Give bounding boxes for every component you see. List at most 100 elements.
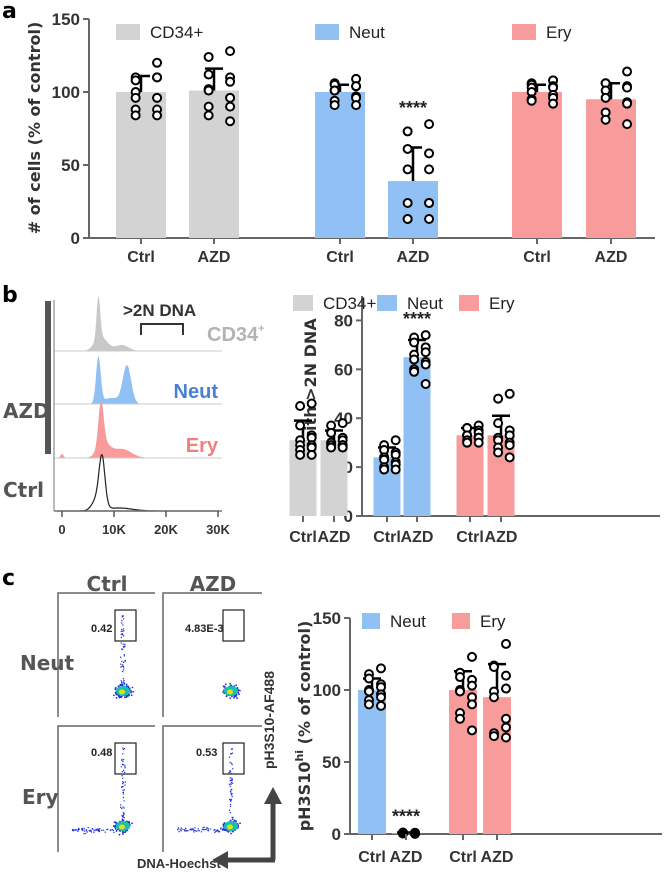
event-dot <box>101 829 103 831</box>
event-dot <box>197 828 199 830</box>
data-point <box>420 359 431 370</box>
event-dot <box>214 831 216 834</box>
bar-ery-ctrl <box>512 92 562 238</box>
data-point <box>337 442 348 453</box>
histogram-x-tick-label: 20K <box>154 522 178 537</box>
data-point <box>410 827 420 838</box>
flow-cytometry-panel: Ctrl AZD Neut Ery pH3S10-AF488 DNA-Hoech… <box>20 572 282 871</box>
y-axis-label-pH3S10: pH3S10-AF488 <box>261 671 277 769</box>
event-dot <box>235 820 238 823</box>
arrow-left-head-icon <box>212 851 228 869</box>
event-dot <box>238 693 240 696</box>
gate-bracket <box>140 323 184 335</box>
event-dot <box>120 666 122 668</box>
event-dot <box>122 782 124 785</box>
event-dot <box>121 818 124 820</box>
panel-label-b: b <box>2 283 18 308</box>
data-point <box>467 725 477 736</box>
data-point <box>424 164 435 175</box>
event-dot <box>115 696 118 699</box>
event-dot <box>233 695 236 698</box>
event-dot <box>235 684 238 687</box>
event-dot <box>120 628 123 631</box>
data-point <box>364 699 374 710</box>
event-dot <box>123 646 125 649</box>
gate-value-neut-ctrl: 0.42 <box>91 623 112 635</box>
event-dot <box>115 830 118 833</box>
legend-label: CD34+ <box>323 294 376 313</box>
density-peak <box>227 824 233 830</box>
event-dot <box>222 823 225 826</box>
event-dot <box>124 765 126 767</box>
event-dot <box>85 832 87 835</box>
event-dot <box>90 831 93 833</box>
x-tick-label: AZD <box>397 249 430 266</box>
data-point <box>326 442 337 453</box>
event-dot <box>180 827 182 829</box>
event-dot <box>218 830 221 833</box>
event-dot <box>121 763 124 766</box>
event-dot <box>104 831 106 833</box>
flow-plot-frame <box>57 725 155 852</box>
event-dot <box>123 655 125 657</box>
event-dot <box>177 829 179 831</box>
event-dot <box>230 762 233 765</box>
event-dot <box>197 830 199 832</box>
event-dot <box>110 829 112 831</box>
legend-swatch-ery <box>459 295 479 311</box>
data-point <box>424 119 435 130</box>
data-point <box>402 164 413 175</box>
data-point <box>329 100 340 111</box>
event-dot <box>121 622 123 624</box>
data-point <box>225 46 236 57</box>
x-tick-label: Ctrl <box>456 529 484 546</box>
event-dot <box>120 681 123 684</box>
event-dot <box>207 830 210 832</box>
data-point <box>504 388 515 399</box>
y-tick-label: 100 <box>313 681 341 700</box>
data-point <box>203 101 214 112</box>
data-point <box>376 663 386 674</box>
flow-plot-neut-ctrl <box>57 592 155 717</box>
event-dot <box>122 643 125 645</box>
event-dot <box>230 753 232 755</box>
event-dot <box>230 781 233 784</box>
bar-neut-ctrl <box>358 690 386 834</box>
event-dot <box>192 828 194 831</box>
event-dot <box>213 829 216 831</box>
event-dot <box>93 829 95 831</box>
data-point <box>501 722 511 733</box>
event-dot <box>121 615 124 617</box>
event-dot <box>232 816 234 819</box>
event-dot <box>122 789 124 791</box>
event-dot <box>132 690 135 693</box>
event-dot <box>114 826 117 829</box>
panel-label-a: a <box>2 0 17 24</box>
event-dot <box>113 821 116 824</box>
histogram-ery <box>56 400 218 458</box>
event-dot <box>202 828 205 831</box>
data-point <box>501 638 511 649</box>
data-point <box>600 114 611 125</box>
data-point <box>295 420 306 431</box>
histogram-neut <box>56 356 218 404</box>
legend-label: Neut <box>390 612 426 631</box>
y-tick-label: 150 <box>313 609 341 628</box>
data-point <box>504 452 515 463</box>
density-peak <box>119 824 125 830</box>
data-point <box>295 401 306 411</box>
event-dot <box>179 829 181 831</box>
event-dot <box>123 800 125 802</box>
event-dot <box>122 618 125 620</box>
event-dot <box>227 830 230 833</box>
row-label-ery: Ery <box>186 435 219 457</box>
event-dot <box>229 811 232 814</box>
x-tick-label: AZD <box>390 849 423 866</box>
event-dot <box>229 800 232 802</box>
data-point <box>501 732 511 743</box>
event-dot <box>205 828 207 831</box>
gate-label: >2N DNA <box>123 301 196 320</box>
event-dot <box>120 648 123 650</box>
event-dot <box>77 829 79 832</box>
y-tick-label: 50 <box>322 753 341 772</box>
